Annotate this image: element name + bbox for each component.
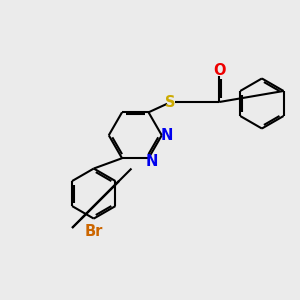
Text: N: N (161, 128, 173, 143)
Text: N: N (146, 154, 158, 169)
Text: O: O (213, 63, 225, 78)
Text: S: S (165, 94, 176, 110)
Text: Br: Br (85, 224, 103, 239)
